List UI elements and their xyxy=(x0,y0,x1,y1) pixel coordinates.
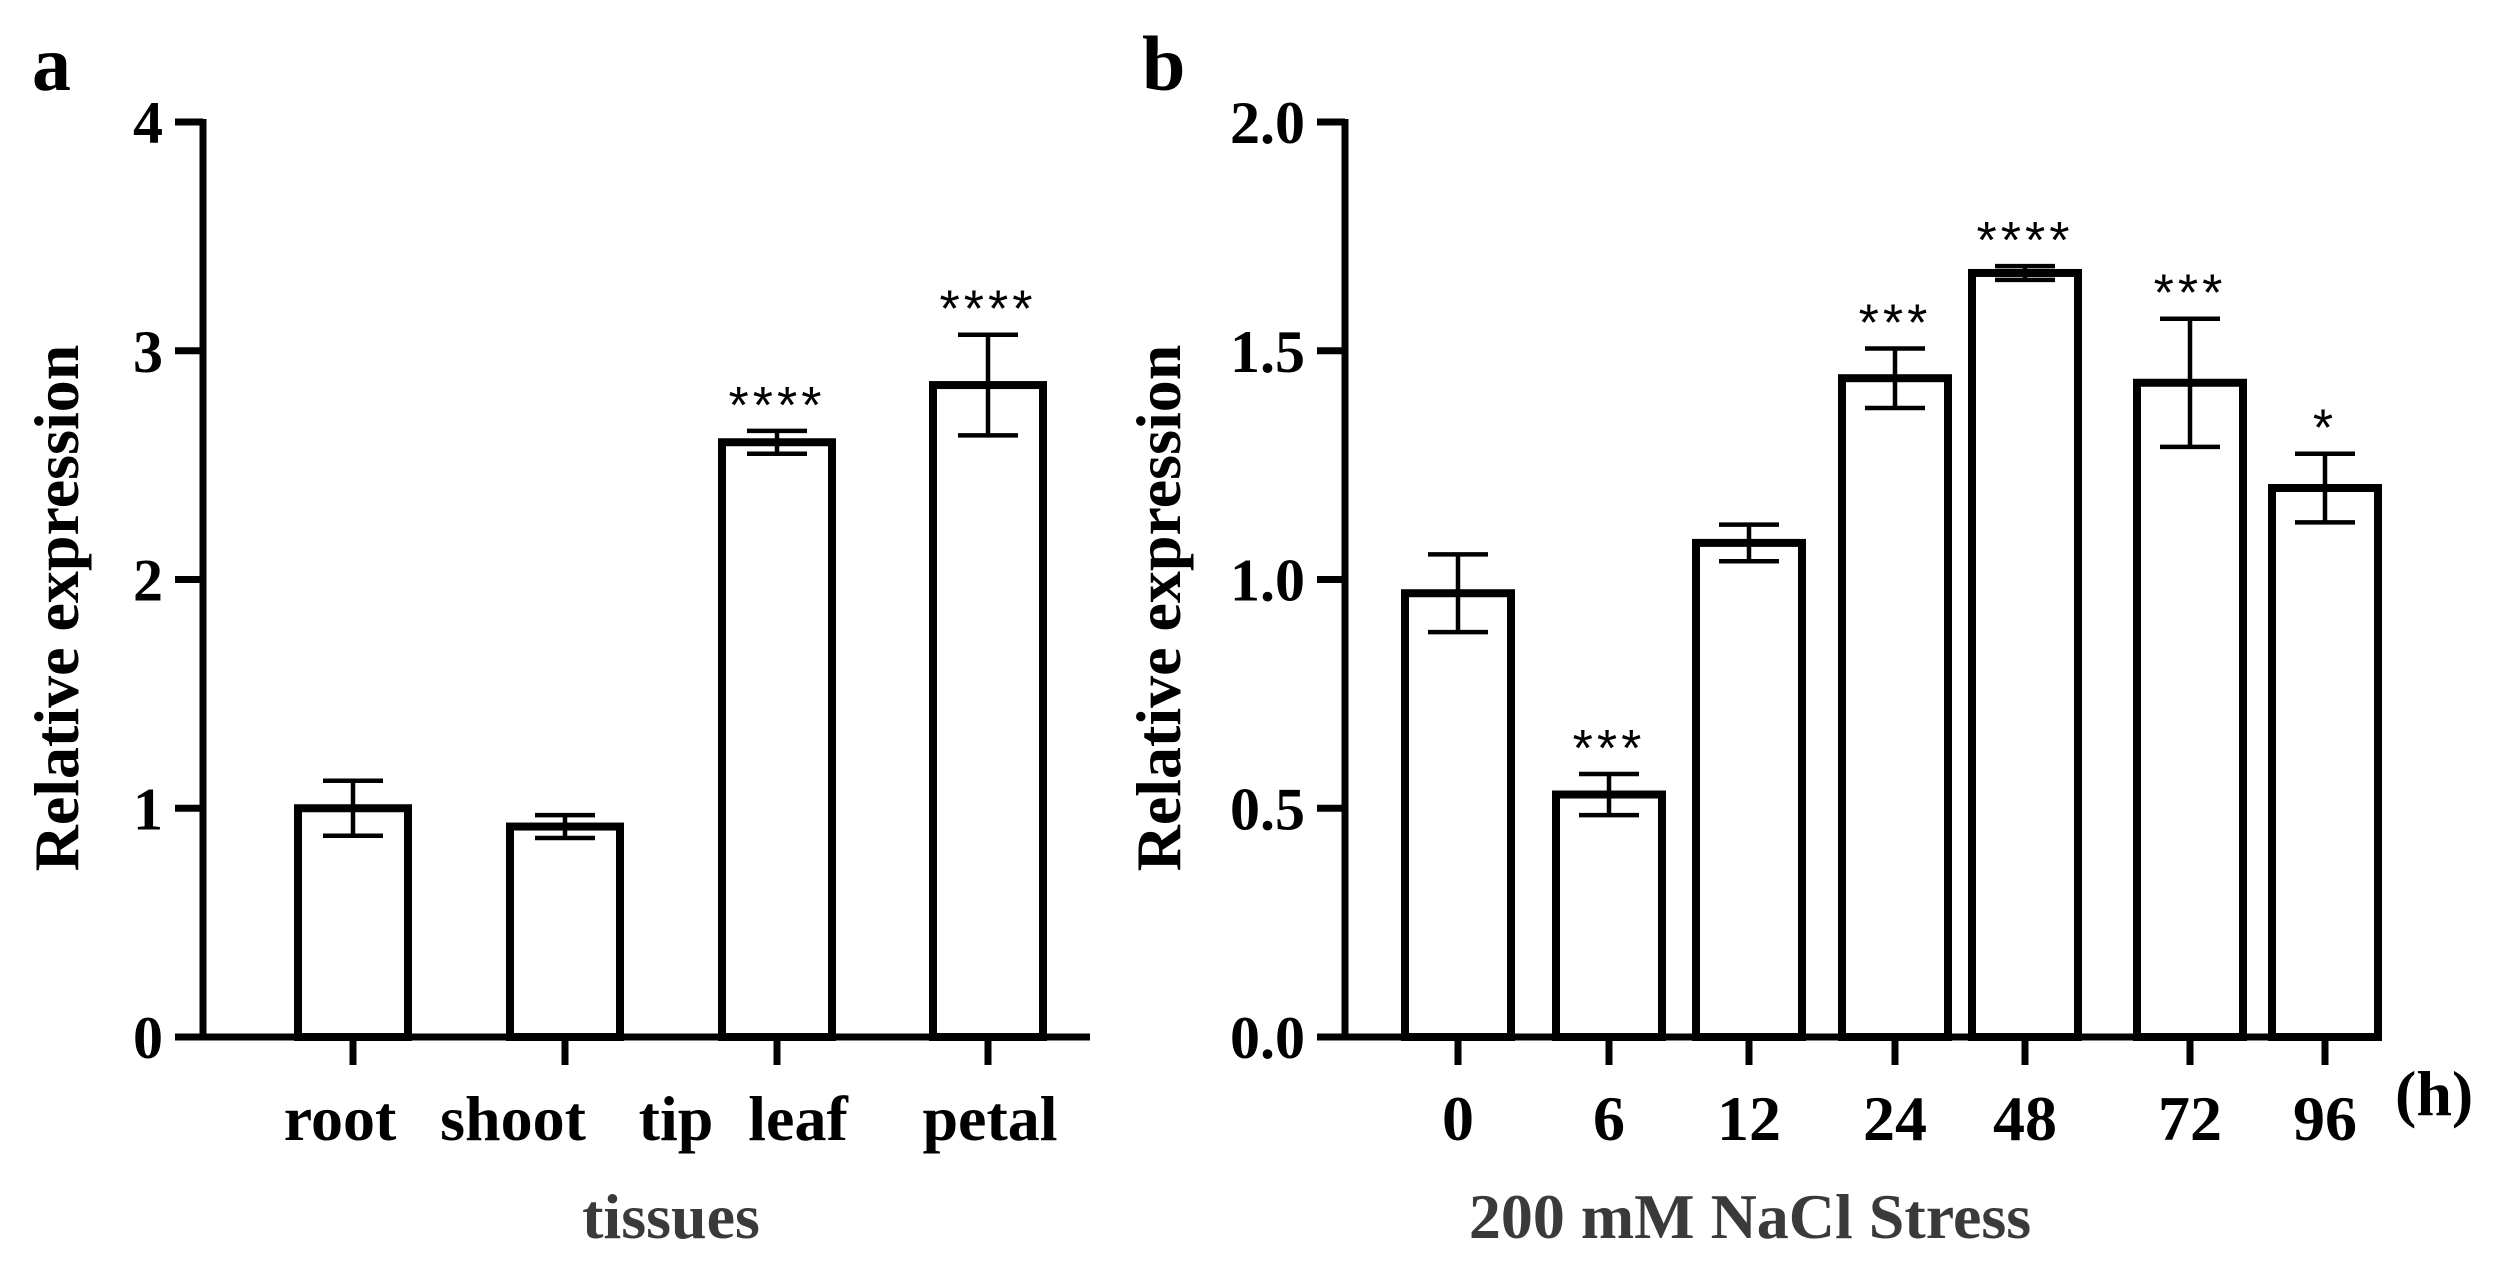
panel-a-y-tick-label: 4 xyxy=(133,90,163,156)
panel-b-category-label: 0 xyxy=(1442,1083,1474,1154)
panel-b-category-label: 12 xyxy=(1717,1083,1781,1154)
panel-b-bar-6 xyxy=(1552,790,1666,1042)
panel-b-y-tick-label: 2.0 xyxy=(1230,90,1305,156)
panel-a-y-tick-label: 1 xyxy=(133,776,163,842)
panel-b-significance-label: *** xyxy=(2154,265,2227,323)
panel-b-bar-24 xyxy=(1838,374,1952,1041)
panel-b-bar-96 xyxy=(2268,484,2382,1041)
panel-a-significance-label: **** xyxy=(940,281,1037,339)
panel-b-y-tick-label: 1.0 xyxy=(1230,548,1305,614)
panel-b-category-label: 6 xyxy=(1593,1083,1625,1154)
panel-b-y-tick-label: 0.0 xyxy=(1230,1005,1305,1071)
panel-b-category-label: 72 xyxy=(2158,1083,2222,1154)
panel-a-category-label-shoot: shoot xyxy=(440,1083,587,1154)
panel-a-bar-leaf xyxy=(718,438,836,1041)
panel-b-unit-label: (h) xyxy=(2395,1058,2473,1129)
panel-letter-a: a xyxy=(32,20,71,107)
panel-a-category-label-petal: petal xyxy=(922,1083,1057,1154)
panel-a-x-axis-title: tissues xyxy=(582,1181,760,1252)
panel-a-y-tick-label: 0 xyxy=(133,1005,163,1071)
panel-a: a Relative expression tissues root shoot… xyxy=(21,20,1090,1252)
panel-b-bar-0 xyxy=(1401,589,1515,1041)
panel-b-y-axis-title: Relative expression xyxy=(1123,345,1194,872)
panel-b-significance-label: **** xyxy=(1977,212,2074,270)
panel-b-significance-label: * xyxy=(2313,400,2337,458)
panel-b-significance-label: *** xyxy=(1859,294,1932,352)
panel-a-category-label-root: root xyxy=(284,1083,397,1154)
panel-b-category-label: 96 xyxy=(2293,1083,2357,1154)
panel-a-category-label-leaf: leaf xyxy=(748,1083,848,1154)
panel-b-y-tick-label: 0.5 xyxy=(1230,776,1305,842)
panel-b-bar-12 xyxy=(1692,538,1806,1042)
panel-b-category-label: 48 xyxy=(1993,1083,2057,1154)
panel-a-bar-root xyxy=(294,804,412,1041)
panel-a-y-tick-label: 3 xyxy=(133,319,163,385)
panel-b-significance-label: *** xyxy=(1573,720,1646,778)
panel-b: b Relative expression 200 mM NaCl Stress… xyxy=(1123,20,2473,1252)
panel-a-bar-petal xyxy=(929,381,1047,1041)
panel-letter-b: b xyxy=(1142,20,1185,107)
panel-a-bar-shoot-tip xyxy=(506,822,624,1041)
panel-a-significance-label: **** xyxy=(729,377,826,435)
panel-a-y-tick-label: 2 xyxy=(133,548,163,614)
panel-b-category-label: 24 xyxy=(1863,1083,1927,1154)
panel-b-bar-48 xyxy=(1968,268,2082,1042)
panel-b-x-axis-title: 200 mM NaCl Stress xyxy=(1469,1181,2031,1252)
panel-b-bar-72 xyxy=(2133,378,2247,1041)
panel-a-category-label-tip: tip xyxy=(639,1083,714,1154)
panel-a-y-axis-title: Relative expression xyxy=(21,345,92,872)
panel-b-y-tick-label: 1.5 xyxy=(1230,319,1305,385)
